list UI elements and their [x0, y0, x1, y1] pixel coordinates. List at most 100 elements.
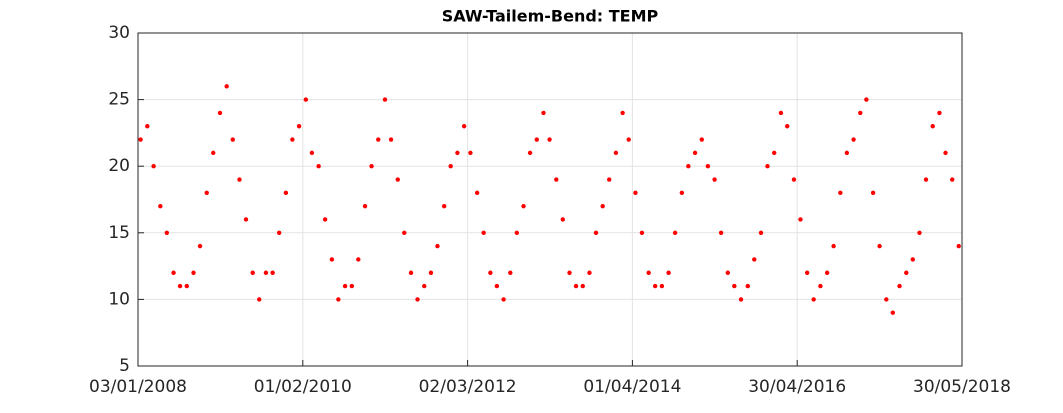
data-point: [943, 150, 948, 156]
data-point: [633, 190, 638, 196]
data-point: [448, 164, 453, 169]
data-point: [508, 270, 513, 275]
x-tick-label: 30/05/2018: [913, 377, 1011, 397]
data-point: [270, 270, 275, 275]
data-point: [870, 190, 876, 196]
data-point: [356, 257, 361, 262]
data-point: [620, 110, 625, 116]
data-point: [250, 270, 255, 275]
data-point: [593, 230, 599, 235]
x-tick-label: 02/03/2012: [419, 377, 517, 397]
data-point: [388, 137, 394, 142]
data-point: [639, 230, 645, 235]
data-point: [758, 230, 764, 235]
y-tick-label: 30: [108, 23, 130, 43]
data-point: [309, 150, 315, 156]
x-tick-label: 01/04/2014: [583, 377, 681, 397]
data-point: [626, 137, 631, 142]
data-point: [461, 124, 467, 129]
y-tick-label: 5: [119, 356, 130, 376]
data-point: [501, 297, 506, 302]
x-tick-label: 30/04/2016: [748, 377, 846, 397]
data-point: [336, 297, 341, 302]
data-point: [211, 150, 216, 156]
y-tick-label: 15: [108, 223, 130, 243]
data-point: [303, 97, 309, 102]
data-point: [923, 177, 929, 182]
data-point: [752, 257, 757, 262]
data-point: [732, 283, 737, 289]
data-point: [263, 270, 269, 275]
data-point: [481, 230, 486, 235]
data-point: [138, 137, 143, 142]
data-point: [145, 124, 150, 129]
data-point: [745, 283, 750, 289]
data-point: [864, 97, 869, 102]
data-point: [257, 297, 262, 302]
data-point: [772, 150, 777, 156]
data-point: [322, 217, 328, 222]
data-point: [858, 110, 863, 116]
data-point: [679, 190, 685, 196]
data-point: [276, 230, 282, 235]
data-point: [204, 190, 209, 196]
data-point: [316, 164, 321, 169]
data-point: [567, 270, 572, 275]
data-point: [382, 97, 388, 102]
data-point: [890, 310, 896, 315]
data-point: [191, 270, 196, 275]
data-point: [534, 137, 539, 142]
data-point: [158, 203, 163, 209]
data-point: [778, 110, 784, 116]
data-point: [692, 150, 698, 156]
data-point: [428, 270, 434, 275]
data-point: [646, 270, 651, 275]
data-point: [838, 190, 843, 196]
data-point: [415, 297, 420, 302]
data-point: [514, 230, 520, 235]
data-point: [884, 297, 889, 302]
data-point: [930, 124, 935, 129]
data-point: [560, 217, 565, 222]
data-point: [408, 270, 414, 275]
data-point: [791, 177, 797, 182]
data-point: [422, 283, 427, 289]
data-point: [283, 190, 289, 196]
data-point: [224, 84, 229, 89]
data-point: [541, 110, 546, 116]
data-point: [573, 283, 579, 289]
data-point: [554, 177, 559, 182]
plot-frame: [137, 32, 963, 367]
data-point: [950, 177, 955, 182]
data-point: [580, 283, 585, 289]
data-point: [956, 243, 961, 249]
data-point: [402, 230, 407, 235]
data-point: [521, 203, 526, 209]
data-point: [171, 270, 176, 275]
data-point: [151, 164, 156, 169]
data-point: [672, 230, 678, 235]
data-point: [435, 243, 440, 249]
data-point: [824, 270, 830, 275]
y-tick-label: 25: [108, 90, 130, 110]
data-point: [164, 230, 170, 235]
data-point: [705, 164, 711, 169]
data-point: [897, 283, 902, 289]
y-tick-label: 20: [108, 156, 130, 176]
data-point: [725, 270, 731, 275]
data-point: [290, 137, 295, 142]
data-point: [613, 150, 619, 156]
data-point: [917, 230, 922, 235]
data-point: [349, 283, 355, 289]
data-point: [765, 164, 770, 169]
data-point: [468, 150, 473, 156]
data-point: [699, 137, 704, 142]
data-point: [527, 150, 533, 156]
data-point: [587, 270, 592, 275]
data-point: [376, 137, 381, 142]
data-point: [904, 270, 909, 275]
data-point: [910, 257, 915, 262]
data-point: [818, 283, 823, 289]
data-point: [606, 177, 612, 182]
